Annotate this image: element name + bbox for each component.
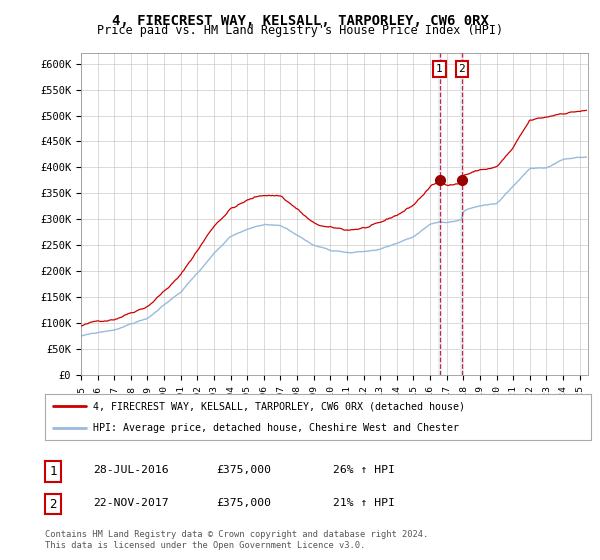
Text: £375,000: £375,000 [216,498,271,508]
Text: 21% ↑ HPI: 21% ↑ HPI [333,498,395,508]
Text: 1: 1 [49,465,56,478]
Bar [460,53,463,375]
Text: 2: 2 [49,497,56,511]
Text: This data is licensed under the Open Government Licence v3.0.: This data is licensed under the Open Gov… [45,541,365,550]
Text: 4, FIRECREST WAY, KELSALL, TARPORLEY, CW6 0RX (detached house): 4, FIRECREST WAY, KELSALL, TARPORLEY, CW… [93,401,465,411]
Text: 1: 1 [436,64,443,74]
Text: £375,000: £375,000 [216,465,271,475]
Text: 26% ↑ HPI: 26% ↑ HPI [333,465,395,475]
Bar [438,53,441,375]
Text: Price paid vs. HM Land Registry's House Price Index (HPI): Price paid vs. HM Land Registry's House … [97,24,503,37]
Text: HPI: Average price, detached house, Cheshire West and Chester: HPI: Average price, detached house, Ches… [93,423,459,433]
Text: Contains HM Land Registry data © Crown copyright and database right 2024.: Contains HM Land Registry data © Crown c… [45,530,428,539]
Text: 4, FIRECREST WAY, KELSALL, TARPORLEY, CW6 0RX: 4, FIRECREST WAY, KELSALL, TARPORLEY, CW… [112,14,488,28]
Text: 28-JUL-2016: 28-JUL-2016 [93,465,169,475]
Text: 22-NOV-2017: 22-NOV-2017 [93,498,169,508]
Text: 2: 2 [458,64,465,74]
